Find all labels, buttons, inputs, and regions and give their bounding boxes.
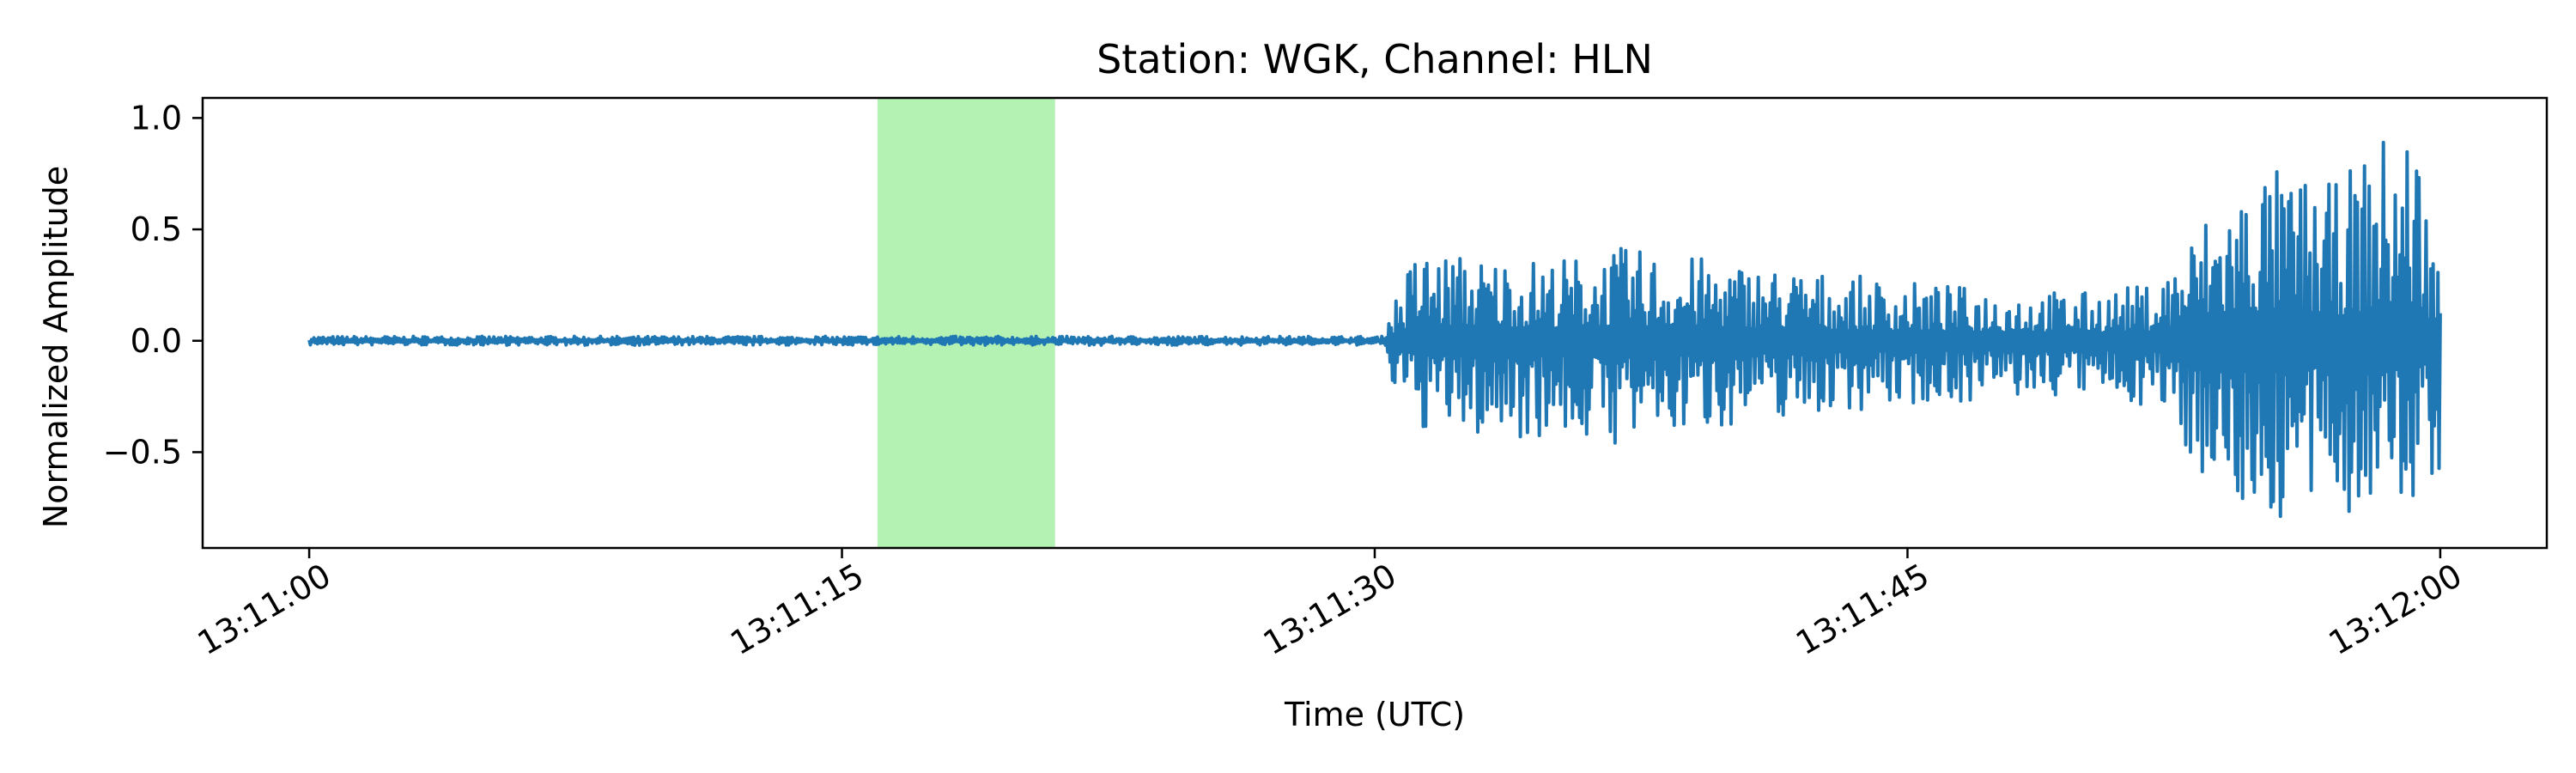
x-tick-label: 13:11:45: [1789, 557, 1935, 662]
x-axis-label: Time (UTC): [1284, 696, 1465, 733]
plot-area: [307, 98, 2442, 548]
y-tick-label: −0.5: [103, 433, 182, 471]
x-axis: 13:11:00 13:11:15 13:11:30 13:11:45 13:12:00: [191, 548, 2469, 662]
y-axis: 1.0 0.5 0.0 −0.5: [103, 99, 203, 471]
chart-title: Station: WGK, Channel: HLN: [1097, 36, 1653, 82]
waveform-trace: [307, 140, 2442, 519]
x-tick-label: 13:12:00: [2323, 557, 2469, 662]
y-tick-label: 1.0: [131, 99, 182, 137]
x-tick-label: 13:11:30: [1257, 557, 1403, 662]
highlight-window: [877, 98, 1055, 548]
x-tick-label: 13:11:15: [724, 557, 870, 662]
x-tick-label: 13:11:00: [191, 557, 337, 662]
y-tick-label: 0.0: [131, 322, 182, 360]
y-axis-label: Normalized Amplitude: [37, 166, 75, 528]
y-tick-label: 0.5: [131, 210, 182, 248]
